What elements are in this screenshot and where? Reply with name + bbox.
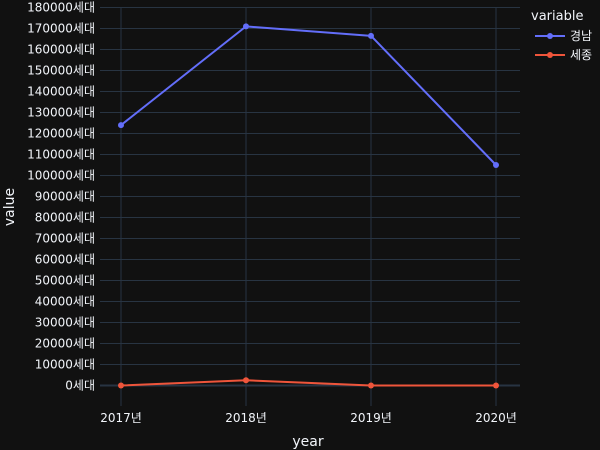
legend-item[interactable]: 경남 (535, 29, 592, 43)
y-tick-label: 160000세대 (27, 43, 95, 57)
y-tick-label: 0세대 (65, 379, 95, 393)
y-tick-label: 10000세대 (35, 358, 95, 372)
data-point (243, 23, 249, 30)
y-tick-label: 30000세대 (35, 316, 95, 330)
y-tick-label: 140000세대 (27, 85, 95, 99)
series-0 (118, 23, 499, 168)
data-point (118, 382, 124, 389)
y-tick-label: 90000세대 (35, 190, 95, 204)
series-line (120, 25, 497, 166)
y-axis-ticks: 0세대 10000세대 20000세대 30000세대 40000세대 50000세대 60… (27, 1, 95, 393)
x-tick-label: 2019년 (350, 411, 392, 425)
data-point (368, 32, 374, 39)
data-point (243, 377, 249, 384)
x-tick-label: 2020년 (475, 411, 517, 425)
data-point (493, 162, 499, 168)
legend-marker-swatch (547, 52, 553, 58)
legend-label: 세종 (570, 48, 592, 62)
series-1 (118, 377, 499, 389)
y-tick-label: 60000세대 (35, 253, 95, 267)
x-axis-title: year (292, 434, 323, 450)
data-point (118, 122, 124, 129)
data-point (493, 382, 499, 389)
data-point (368, 382, 374, 389)
series-line (120, 379, 496, 387)
legend-marker-swatch (547, 33, 553, 39)
grid (100, 7, 520, 406)
y-tick-label: 20000세대 (35, 337, 95, 351)
y-tick-label: 80000세대 (35, 211, 95, 225)
x-tick-label: 2017년 (100, 411, 142, 425)
series-group (118, 23, 499, 389)
y-tick-label: 70000세대 (35, 232, 95, 246)
y-axis-title: value (2, 188, 18, 226)
y-tick-label: 130000세대 (27, 106, 95, 120)
y-tick-label: 120000세대 (27, 127, 95, 141)
x-tick-label: 2018년 (225, 411, 267, 425)
y-tick-label: 40000세대 (35, 295, 95, 309)
y-tick-label: 100000세대 (27, 169, 95, 183)
y-tick-label: 110000세대 (27, 148, 95, 162)
y-tick-label: 150000세대 (27, 64, 95, 78)
legend-item[interactable]: 세종 (535, 48, 592, 62)
legend-title: variable (531, 9, 583, 24)
x-axis-ticks: 2017년 2018년 2019년 2020년 (100, 411, 517, 425)
y-tick-label: 180000세대 (27, 1, 95, 15)
legend-label: 경남 (570, 29, 592, 43)
y-tick-label: 50000세대 (35, 274, 95, 288)
y-tick-label: 170000세대 (27, 22, 95, 36)
